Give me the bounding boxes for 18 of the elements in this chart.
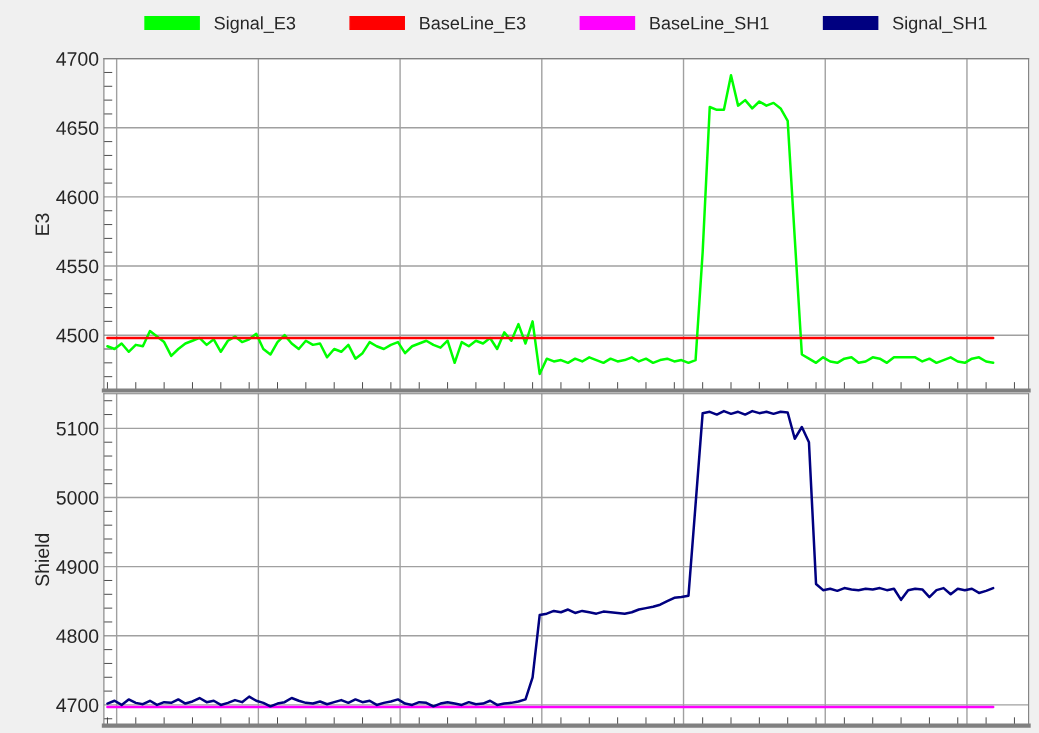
legend-label: BaseLine_SH1 (650, 16, 769, 33)
line-series (106, 409, 995, 708)
y-tick-label: 4700 (56, 52, 99, 66)
y-tick-label: 4500 (56, 328, 99, 343)
y-tick-label: 4900 (56, 560, 99, 574)
y-axis-title: Shield (34, 533, 50, 586)
legend-label: Signal_E3 (214, 16, 296, 34)
y-tick-label: 5100 (56, 421, 99, 436)
y-tick-label: 4700 (56, 698, 99, 713)
y-tick-label: 4650 (56, 121, 99, 136)
y-tick-label: 4800 (56, 629, 99, 644)
line-series (106, 73, 995, 376)
y-axis-title: E3 (35, 213, 50, 235)
legend-label: Signal_SH1 (892, 16, 987, 34)
y-tick-label: 4550 (56, 259, 99, 274)
y-tick-label: 5000 (56, 490, 99, 505)
legend-label: BaseLine_E3 (420, 16, 526, 33)
y-tick-label: 4600 (56, 190, 99, 205)
